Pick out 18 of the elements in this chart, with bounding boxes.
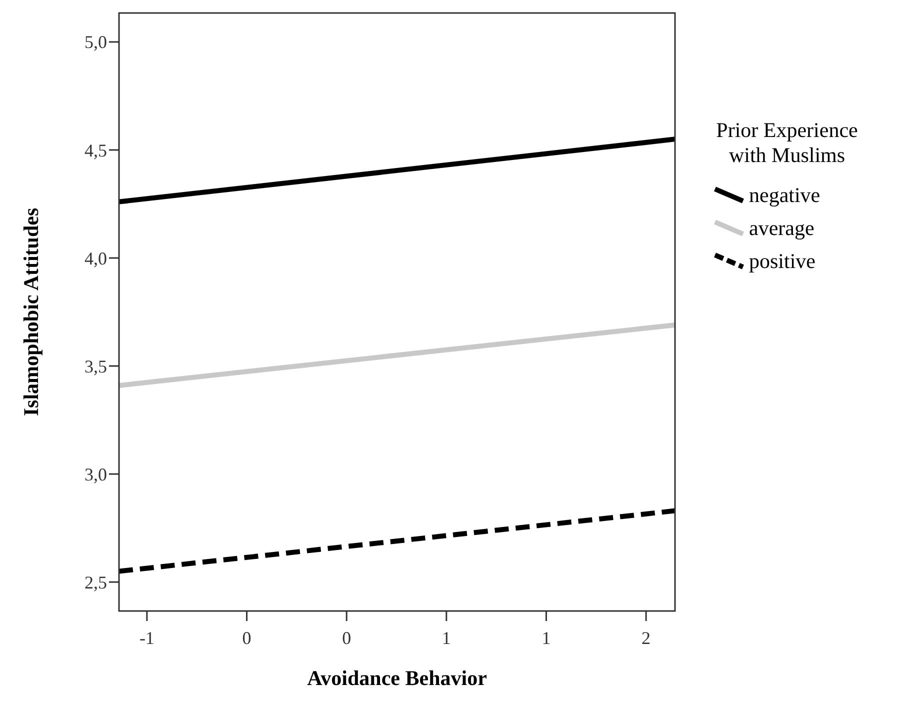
legend-label: average: [749, 216, 814, 240]
x-tick-label: 1: [542, 628, 551, 648]
x-axis-title: Avoidance Behavior: [307, 666, 487, 690]
x-tick-label: 2: [642, 628, 651, 648]
legend-label: positive: [749, 249, 816, 273]
x-tick-label: -1: [139, 628, 154, 648]
x-tick-label: 0: [242, 628, 252, 648]
legend-label: negative: [749, 183, 820, 207]
x-tick-label: 1: [442, 628, 451, 648]
y-tick-label: 3,5: [84, 356, 107, 376]
y-tick-label: 2,5: [84, 572, 107, 592]
y-axis-title: Islamophobic Attitudes: [19, 208, 43, 416]
legend-title: Prior Experience with Muslims: [716, 118, 858, 167]
y-tick-label: 5,0: [84, 32, 107, 52]
x-tick-label: 0: [342, 628, 352, 648]
y-tick-label: 4,5: [84, 140, 107, 160]
y-tick-label: 3,0: [84, 464, 107, 484]
y-tick-label: 4,0: [84, 248, 107, 268]
